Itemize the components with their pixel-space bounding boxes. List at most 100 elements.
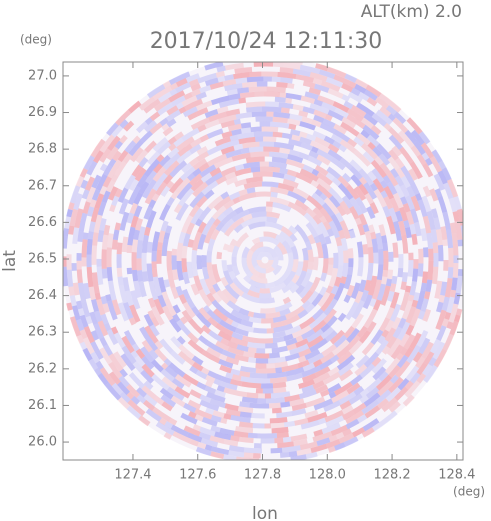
echo-cell — [339, 139, 357, 154]
echo-cell — [341, 116, 357, 129]
echo-cell — [392, 326, 403, 339]
echo-cell — [152, 172, 168, 192]
echo-cell — [79, 168, 88, 178]
echo-cell — [353, 386, 365, 396]
echo-cell — [115, 109, 132, 126]
echo-cell — [201, 367, 210, 375]
echo-cell — [99, 217, 107, 231]
echo-cell — [354, 78, 369, 89]
echo-cell — [126, 212, 135, 224]
echo-cell — [275, 356, 286, 363]
echo-cell — [287, 118, 301, 126]
echo-cell — [265, 311, 281, 319]
echo-cell — [225, 356, 240, 366]
echo-cell — [389, 197, 400, 213]
echo-cell — [271, 156, 287, 164]
echo-cell — [182, 301, 196, 319]
echo-cell — [88, 286, 96, 301]
echo-cell — [238, 97, 247, 104]
echo-cell — [123, 302, 134, 320]
echo-cell — [279, 307, 291, 317]
echo-cell — [388, 134, 403, 150]
echo-cell — [319, 192, 328, 201]
echo-cell — [231, 152, 251, 162]
echo-cell — [438, 294, 445, 303]
echo-cell — [198, 335, 209, 345]
echo-cell — [100, 295, 108, 305]
echo-cell — [336, 345, 351, 359]
echo-cell — [266, 397, 285, 404]
echo-cell — [285, 92, 302, 101]
echo-cell — [178, 294, 188, 305]
echo-cell — [453, 292, 461, 305]
echo-cell — [63, 236, 68, 249]
echo-cell — [126, 384, 140, 398]
echo-cell — [84, 176, 96, 191]
echo-cell — [149, 111, 161, 122]
echo-cell — [224, 74, 234, 81]
echo-cell — [181, 95, 198, 107]
echo-cell — [108, 371, 121, 385]
echo-cell — [416, 362, 428, 376]
echo-cell — [108, 158, 117, 168]
echo-cell — [224, 283, 240, 300]
echo-cell — [435, 228, 443, 246]
echo-cell — [331, 177, 342, 187]
echo-cell — [261, 106, 282, 113]
echo-cell — [300, 289, 314, 304]
echo-cell — [194, 414, 204, 422]
echo-cell — [116, 242, 123, 255]
echo-cell — [104, 382, 122, 401]
echo-cell — [362, 151, 375, 164]
echo-cell — [223, 413, 232, 420]
echo-cell — [159, 338, 174, 354]
echo-cell — [364, 405, 381, 419]
echo-cell — [284, 394, 301, 403]
echo-cell — [131, 343, 140, 352]
echo-cell — [161, 305, 174, 321]
echo-cell — [299, 64, 321, 75]
echo-cell — [86, 160, 98, 176]
echo-cell — [436, 325, 447, 342]
echo-cell — [359, 394, 369, 404]
echo-cell — [225, 408, 241, 417]
echo-cell — [379, 317, 391, 332]
echo-cell — [433, 217, 441, 230]
echo-cell — [136, 387, 147, 398]
echo-cell — [273, 270, 291, 287]
echo-cell — [251, 250, 260, 268]
echo-cell — [312, 431, 333, 443]
echo-cell — [239, 91, 255, 99]
echo-cell — [319, 122, 336, 134]
echo-cell — [300, 272, 312, 288]
echo-cell — [223, 270, 234, 286]
echo-cell — [317, 221, 330, 238]
echo-cell — [344, 73, 358, 84]
echo-cell — [218, 358, 234, 369]
echo-cell — [314, 164, 329, 177]
echo-cell — [323, 298, 338, 316]
echo-cell — [413, 221, 422, 237]
echo-cell — [354, 290, 364, 304]
echo-cell — [387, 156, 400, 171]
echo-cell — [166, 105, 179, 116]
echo-cell — [347, 248, 354, 259]
echo-cell — [286, 343, 297, 351]
echo-cell — [97, 320, 109, 337]
echo-cell — [377, 380, 394, 397]
echo-cell — [437, 244, 444, 262]
echo-cell — [220, 417, 228, 424]
echo-cell — [189, 157, 199, 167]
echo-cell — [366, 321, 377, 333]
echo-cell — [130, 350, 139, 359]
echo-cell — [135, 348, 146, 360]
echo-cell — [170, 287, 180, 300]
echo-cell — [225, 372, 234, 379]
echo-cell — [286, 372, 303, 382]
echo-cell — [390, 168, 400, 179]
echo-cell — [154, 340, 164, 350]
echo-cell — [197, 441, 207, 450]
echo-cell — [373, 188, 387, 208]
echo-cell — [289, 113, 303, 122]
echo-cell — [83, 282, 91, 300]
